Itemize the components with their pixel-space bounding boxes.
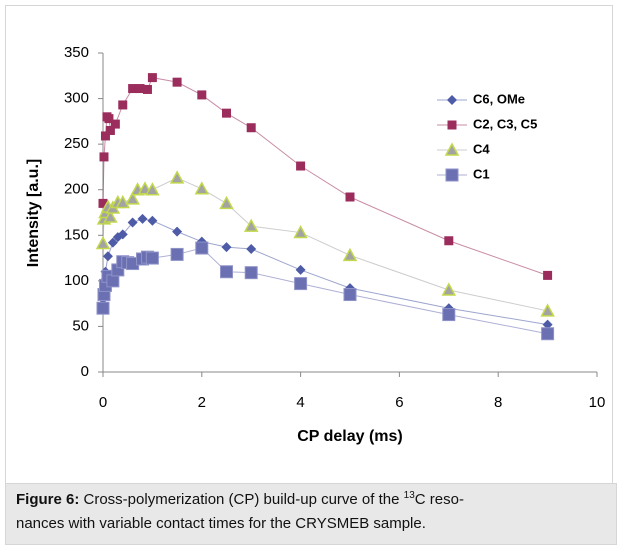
diamond-marker — [295, 264, 306, 275]
square-marker — [197, 90, 207, 100]
square-marker — [100, 131, 110, 141]
caption-text: C reso- — [414, 491, 464, 508]
y-tick-label: 300 — [64, 90, 89, 107]
square-marker — [442, 308, 456, 322]
diamond-marker — [147, 215, 158, 226]
square-marker — [220, 265, 233, 279]
x-tick-label: 10 — [589, 394, 606, 411]
diamond-marker — [102, 251, 113, 262]
triangle-marker — [293, 224, 308, 239]
diamond-marker — [172, 226, 183, 237]
square-marker — [222, 108, 231, 118]
square-marker — [105, 125, 115, 135]
caption-sup: 13 — [403, 490, 415, 501]
x-tick-label: 4 — [296, 394, 304, 411]
x-tick-label: 6 — [395, 394, 403, 411]
legend-marker — [444, 142, 460, 156]
y-tick-label: 250 — [64, 135, 89, 152]
legend-label: C1 — [473, 166, 490, 181]
x-tick-label: 0 — [99, 394, 107, 411]
legend-marker — [447, 120, 457, 130]
triangle-marker — [103, 209, 118, 223]
diamond-marker — [127, 217, 138, 228]
square-marker — [104, 114, 114, 124]
y-tick-label: 0 — [81, 363, 89, 380]
caption: Figure 6: Cross-polymerization (CP) buil… — [5, 483, 617, 545]
square-marker — [96, 301, 110, 315]
square-marker — [172, 77, 182, 87]
square-marker — [147, 73, 157, 83]
square-marker — [170, 247, 184, 261]
diamond-marker — [137, 213, 148, 224]
triangle-marker — [540, 303, 555, 317]
square-marker — [118, 100, 128, 110]
y-tick-label: 200 — [64, 181, 89, 198]
diamond-marker — [542, 319, 553, 330]
square-marker — [128, 84, 138, 94]
triangle-marker — [342, 247, 358, 262]
square-marker — [294, 277, 308, 291]
triangle-marker — [169, 170, 185, 184]
diamond-marker — [221, 242, 232, 253]
square-marker — [145, 251, 159, 265]
chart: CP delay (ms) Intensity [a.u.] 050100150… — [5, 5, 613, 483]
square-marker — [135, 84, 145, 94]
square-marker — [106, 274, 120, 288]
square-marker — [110, 119, 120, 129]
y-axis-label: Intensity [a.u.] — [25, 159, 42, 267]
square-marker — [244, 266, 258, 280]
square-marker — [444, 236, 454, 246]
triangle-marker — [115, 194, 131, 209]
caption-label: Figure 6: — [16, 491, 80, 508]
x-tick-label: 8 — [494, 394, 502, 411]
diamond-marker — [107, 237, 118, 248]
square-marker — [98, 198, 108, 208]
legend-marker — [445, 168, 459, 182]
caption-text: Cross-polymerization (CP) build-up curve… — [79, 491, 404, 508]
square-marker — [296, 161, 306, 171]
caption-text: nances with variable contact times for t… — [16, 515, 426, 532]
chart-frame — [5, 5, 613, 483]
triangle-marker — [95, 235, 111, 250]
legend-marker — [447, 95, 457, 105]
square-marker — [345, 192, 355, 202]
triangle-marker — [194, 181, 210, 195]
triangle-marker — [145, 182, 160, 196]
square-marker — [246, 123, 256, 133]
y-tick-label: 350 — [64, 44, 89, 61]
x-tick-label: 2 — [198, 394, 206, 411]
square-marker — [99, 152, 109, 162]
legend-label: C4 — [473, 141, 490, 156]
diamond-marker — [246, 243, 257, 254]
x-axis-label: CP delay (ms) — [297, 428, 403, 445]
triangle-marker — [441, 282, 457, 296]
square-marker — [541, 327, 555, 341]
triangle-marker — [243, 218, 259, 232]
y-tick-label: 100 — [64, 272, 89, 289]
y-tick-label: 50 — [72, 317, 89, 334]
square-marker — [343, 288, 357, 302]
y-tick-label: 150 — [64, 226, 89, 243]
diamond-marker — [117, 229, 128, 240]
square-marker — [195, 241, 209, 255]
triangle-marker — [219, 195, 234, 210]
triangle-marker — [125, 191, 140, 205]
legend-label: C2, C3, C5 — [473, 116, 537, 131]
square-marker — [543, 270, 553, 280]
legend-label: C6, OMe — [473, 91, 525, 106]
square-marker — [142, 84, 152, 94]
